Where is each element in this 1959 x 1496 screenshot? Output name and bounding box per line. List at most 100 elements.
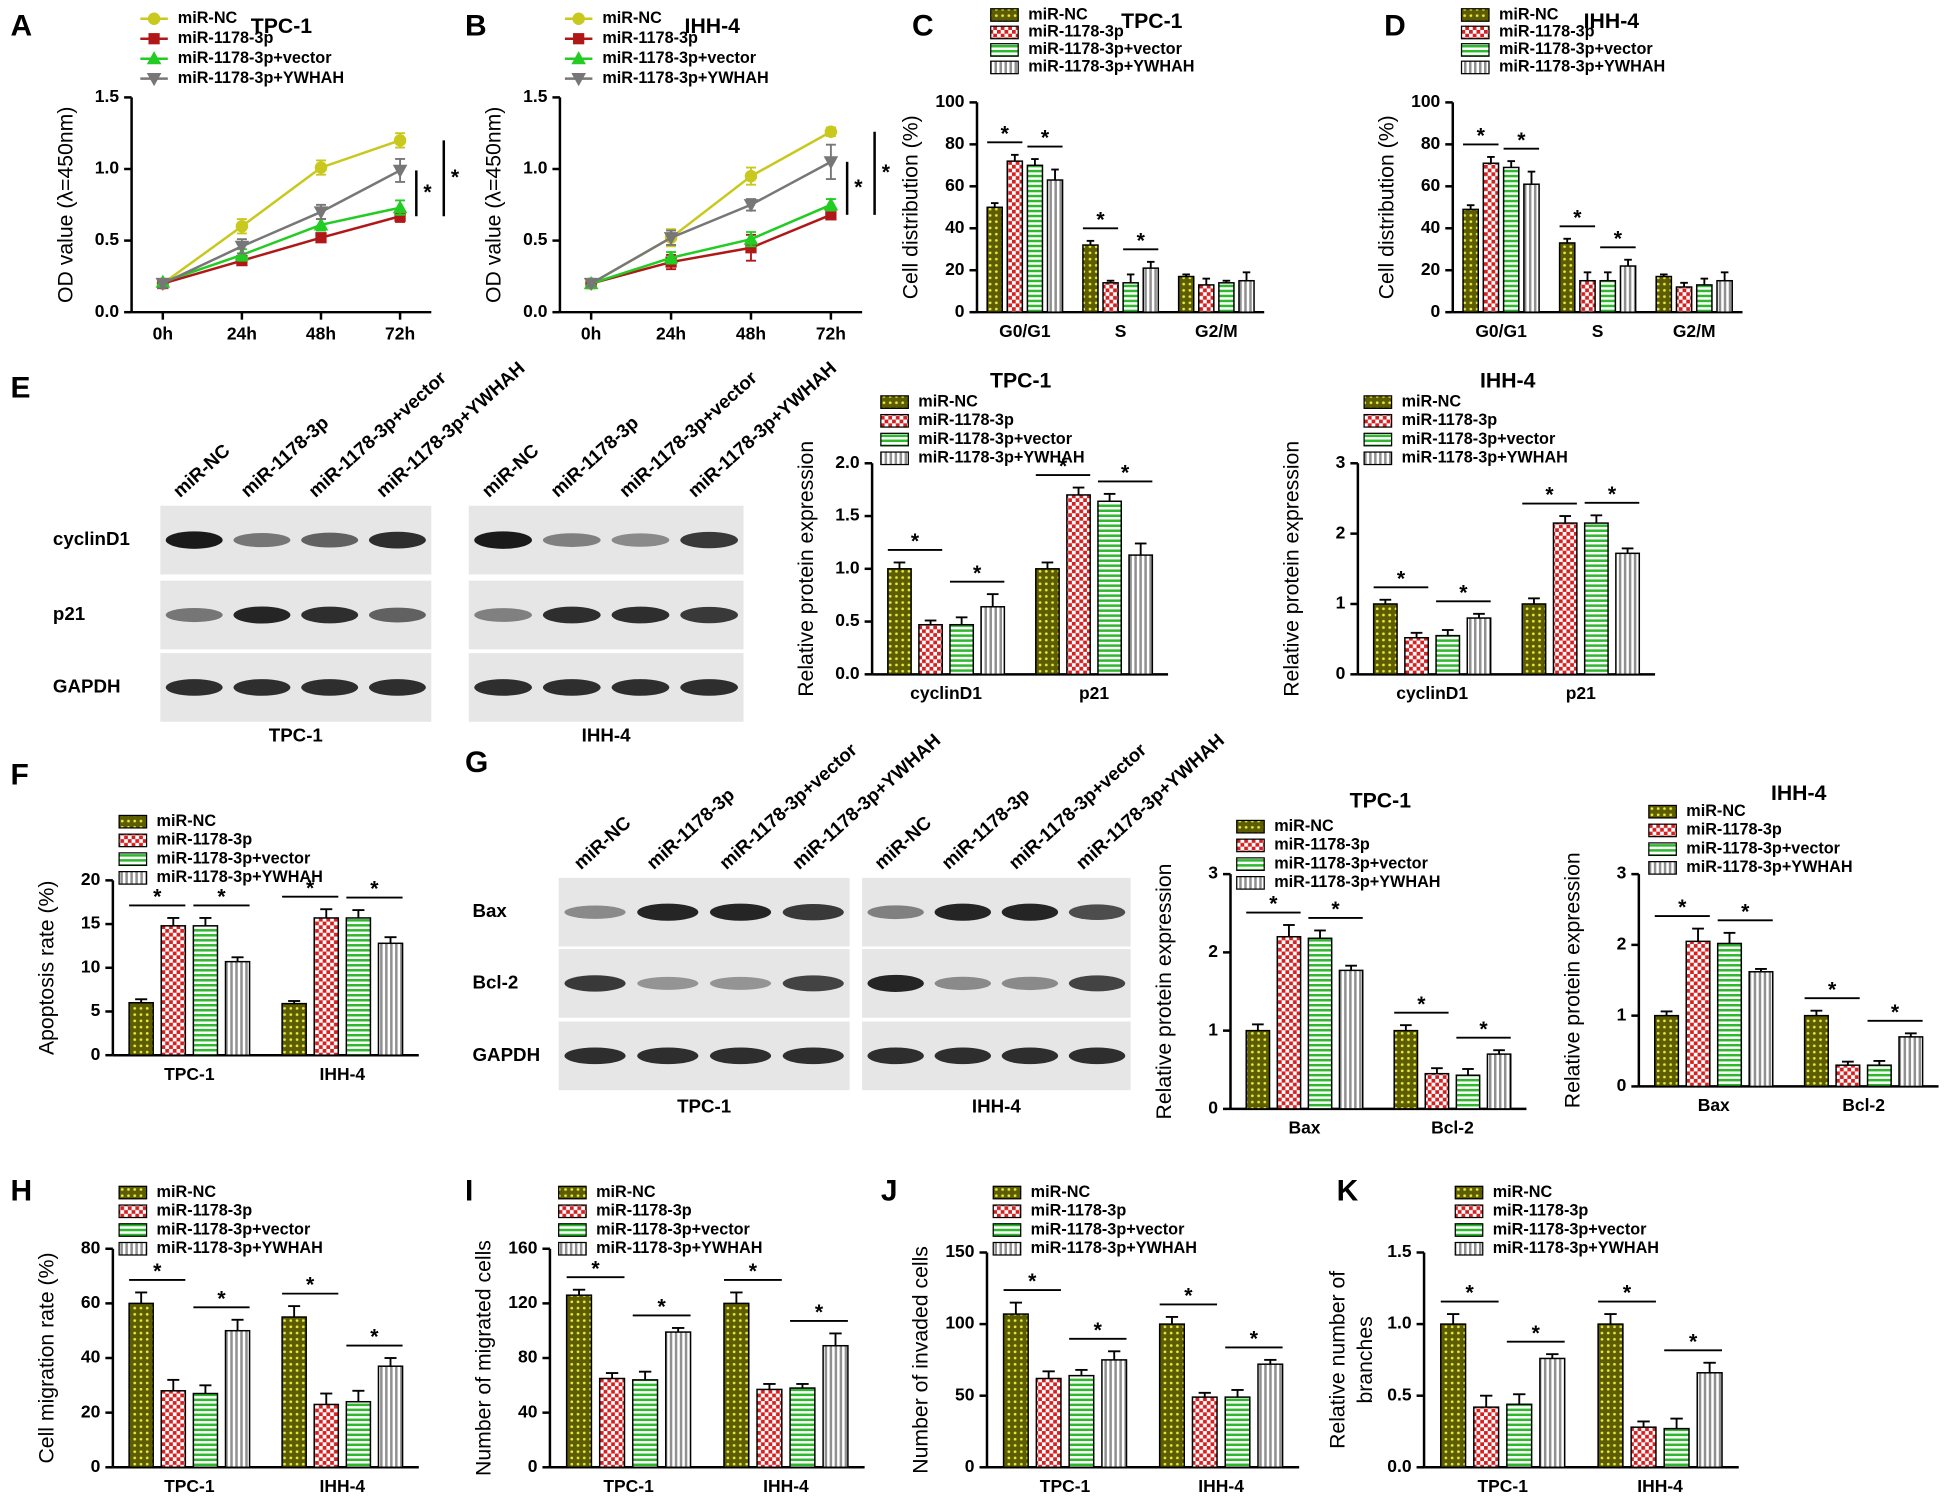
legend-marker [146, 51, 162, 65]
chart-title: TPC-1 [990, 370, 1052, 393]
lane-label: miR-1178-3p+vector [715, 739, 861, 873]
bar [1035, 1377, 1062, 1469]
blot-band [564, 1047, 626, 1065]
bar [1102, 282, 1119, 313]
bar [377, 1365, 404, 1469]
x-tick-label: Bax [1698, 1095, 1730, 1115]
legend-swatch [1648, 861, 1677, 875]
panel-letter: J [881, 1174, 898, 1207]
bar [224, 1329, 251, 1469]
significance-star: * [153, 886, 162, 909]
bar [1046, 179, 1064, 313]
x-tick-label: 24h [656, 323, 686, 343]
y-tick-label: 1.0 [1387, 1313, 1411, 1333]
panel-letter: F [10, 759, 28, 792]
series-line [162, 169, 401, 285]
data-point [743, 199, 759, 213]
bar [1245, 1029, 1271, 1110]
panel-letter: I [465, 1174, 473, 1207]
legend-marker [146, 73, 162, 87]
significance-star: * [1517, 129, 1526, 152]
blot-band [1068, 975, 1126, 992]
blot-band [1068, 1047, 1126, 1065]
bar [1655, 275, 1673, 313]
y-tick-label: 0.0 [1387, 1456, 1411, 1476]
legend-swatch [990, 43, 1019, 57]
significance-star: * [1417, 993, 1426, 1016]
protein-label: GAPDH [53, 675, 121, 696]
bar [1866, 1064, 1892, 1088]
significance-star: * [973, 562, 982, 585]
bar [1619, 265, 1637, 313]
bar [1523, 183, 1540, 313]
blot-band [680, 679, 738, 696]
x-tick-label: Bax [1288, 1117, 1320, 1137]
x-tick-label: 72h [385, 323, 415, 343]
legend-label: miR-1178-3p+YWHAH [1499, 58, 1665, 76]
x-tick-label: G2/M [1195, 321, 1238, 341]
legend-label: miR-NC [157, 1183, 217, 1201]
legend-label: miR-1178-3p+vector [178, 49, 332, 67]
legend-label: miR-NC [1274, 817, 1334, 835]
blot-band [782, 1047, 844, 1065]
legend-swatch [118, 852, 148, 867]
bar [1177, 275, 1195, 313]
data-point [823, 197, 839, 211]
legend-swatch [990, 25, 1019, 40]
bar [1663, 1427, 1690, 1469]
cell-line-label: IHH-4 [582, 725, 631, 746]
legend-swatch [992, 1204, 1022, 1219]
bar [1128, 554, 1154, 676]
y-tick-label: 20 [945, 259, 964, 279]
blot-band [542, 533, 601, 547]
bar [1716, 942, 1743, 1088]
y-tick-label: 2.0 [835, 452, 859, 472]
x-tick-label: 24h [227, 323, 257, 343]
bar [1583, 522, 1609, 676]
chart-title: TPC-1 [1121, 10, 1183, 33]
significance-star: * [1891, 1001, 1900, 1024]
bar [1191, 1396, 1218, 1469]
legend-swatch [880, 395, 909, 409]
legend-label: miR-1178-3p [157, 1202, 253, 1220]
blot-band [165, 531, 223, 549]
blot-band [542, 606, 601, 624]
cell-line-label: TPC-1 [677, 1096, 731, 1117]
y-tick-label: 40 [1421, 217, 1440, 237]
x-tick-label: 0h [581, 323, 601, 343]
bar [1486, 1053, 1512, 1110]
legend-swatch [880, 451, 909, 466]
y-tick-label: 60 [1421, 175, 1440, 195]
blot-band [611, 533, 670, 547]
y-tick-label: 120 [508, 1292, 537, 1312]
y-tick-label: 1.5 [95, 86, 120, 106]
y-tick-label: 0.0 [523, 301, 547, 321]
chart-title: IHH-4 [1584, 10, 1640, 33]
y-tick-label: 1 [1617, 1004, 1627, 1024]
bar [313, 917, 340, 1056]
bar [345, 917, 372, 1056]
legend-swatch [558, 1223, 587, 1237]
y-tick-label: 1 [1336, 593, 1346, 613]
x-tick-label: IHH-4 [320, 1064, 366, 1084]
legend-label: miR-NC [918, 392, 978, 410]
bar [949, 623, 975, 676]
significance-star: * [1573, 206, 1582, 229]
legend-swatch [558, 1204, 587, 1219]
legend-label: miR-1178-3p+YWHAH [602, 69, 768, 87]
legend-label: miR-NC [178, 9, 238, 27]
significance-star: * [1479, 1018, 1488, 1041]
significance-star: * [1184, 1285, 1193, 1308]
legend-label: miR-1178-3p+vector [157, 849, 311, 867]
significance-star: * [1096, 208, 1105, 231]
blot-band [611, 679, 670, 696]
series-line [162, 215, 401, 285]
blot-band [474, 608, 532, 622]
bar [1198, 284, 1215, 313]
legend-swatch [1236, 819, 1265, 834]
y-tick-label: 80 [518, 1347, 537, 1367]
blot-band [165, 679, 223, 696]
x-tick-label: 48h [306, 323, 336, 343]
protein-label: GAPDH [473, 1044, 541, 1065]
significance-star: * [1545, 484, 1554, 507]
